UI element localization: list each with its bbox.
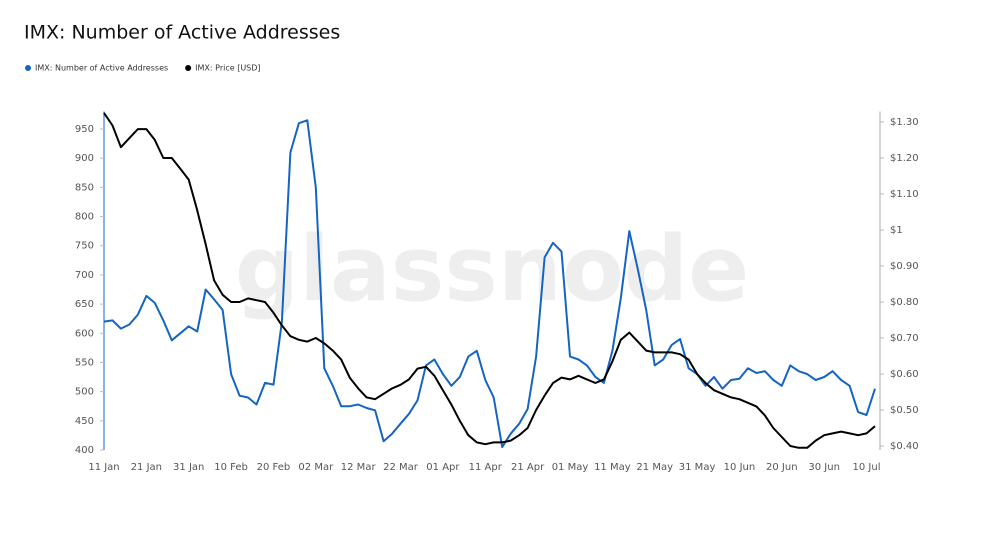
legend-marker [25,65,31,71]
x-tick-label: 21 May [636,462,673,473]
chart-title: IMX: Number of Active Addresses [24,22,340,44]
x-tick-label: 21 Apr [511,462,545,473]
y2-tick-label: $1.20 [890,153,919,164]
x-tick-label: 10 Feb [214,462,248,473]
x-tick-label: 01 Apr [426,462,460,473]
y2-tick-label: $0.90 [890,261,919,272]
watermark: glassnode [235,217,750,322]
x-tick-label: 30 Jun [808,462,840,473]
y2-tick-label: $1.30 [890,117,919,128]
legend-text: IMX: Number of Active Addresses [35,64,168,73]
y-tick-label: 550 [75,357,94,368]
y-tick-label: 800 [75,212,94,223]
legend-text: IMX: Price [USD] [195,64,260,73]
x-tick-label: 22 Mar [383,462,419,473]
x-tick-label: 31 May [679,462,716,473]
x-tick-label: 10 Jul [853,462,881,473]
x-tick-label: 21 Jan [131,462,162,473]
legend-marker [185,65,192,71]
y-tick-label: 900 [75,153,94,164]
y-tick-label: 600 [75,328,94,339]
x-tick-label: 11 Apr [469,462,503,473]
y-tick-label: 400 [75,445,94,456]
y2-tick-label: $1.10 [890,189,919,200]
x-tick-label: 11 Jan [88,462,119,473]
x-tick-label: 20 Jun [766,462,798,473]
x-tick-label: 31 Jan [173,462,204,473]
y-tick-label: 750 [75,241,94,252]
y-tick-label: 850 [75,182,94,193]
y-tick-label: 450 [75,416,94,427]
y2-tick-label: $0.60 [890,369,919,380]
y-tick-label: 500 [75,387,94,398]
y-tick-label: 650 [75,299,94,310]
x-tick-label: 10 Jun [724,462,756,473]
y2-tick-label: $0.40 [890,441,919,452]
y-tick-label: 700 [75,270,94,281]
x-tick-label: 12 Mar [341,462,377,473]
y2-tick-label: $0.50 [890,405,919,416]
y-tick-label: 950 [75,124,94,135]
y2-tick-label: $1 [890,225,903,236]
y2-tick-label: $0.70 [890,333,919,344]
y2-tick-label: $0.80 [890,297,919,308]
series-line [103,112,876,449]
x-tick-label: 11 May [594,462,631,473]
x-tick-label: 01 May [552,462,589,473]
x-tick-label: 02 Mar [298,462,334,473]
x-tick-label: 20 Feb [257,462,291,473]
series-line [103,119,876,449]
